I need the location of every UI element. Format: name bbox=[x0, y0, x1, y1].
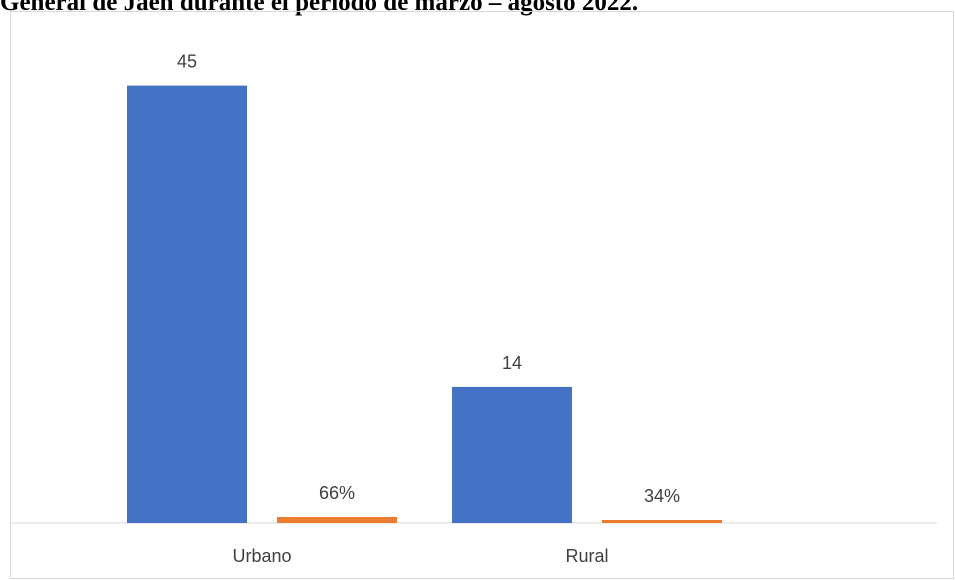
bar-rural-count bbox=[452, 386, 572, 523]
x-tick-label-rural: Rural bbox=[565, 546, 608, 566]
bar-urbano-percent bbox=[277, 517, 397, 523]
x-tick-label-urbano: Urbano bbox=[232, 546, 291, 566]
data-label-rural-count: 14 bbox=[502, 353, 522, 373]
data-label-rural-percent: 34% bbox=[644, 486, 680, 506]
bars-group bbox=[127, 85, 722, 523]
data-label-urbano-percent: 66% bbox=[319, 483, 355, 503]
data-label-urbano-count: 45 bbox=[177, 52, 197, 72]
bar-rural-percent bbox=[602, 520, 722, 523]
chart-title: General de Jaén durante el periodo de ma… bbox=[0, 0, 639, 16]
labels-group: 45 66% Urbano 14 34% Rural bbox=[177, 52, 680, 566]
chart-frame bbox=[10, 11, 954, 579]
bar-urbano-count bbox=[127, 85, 247, 523]
